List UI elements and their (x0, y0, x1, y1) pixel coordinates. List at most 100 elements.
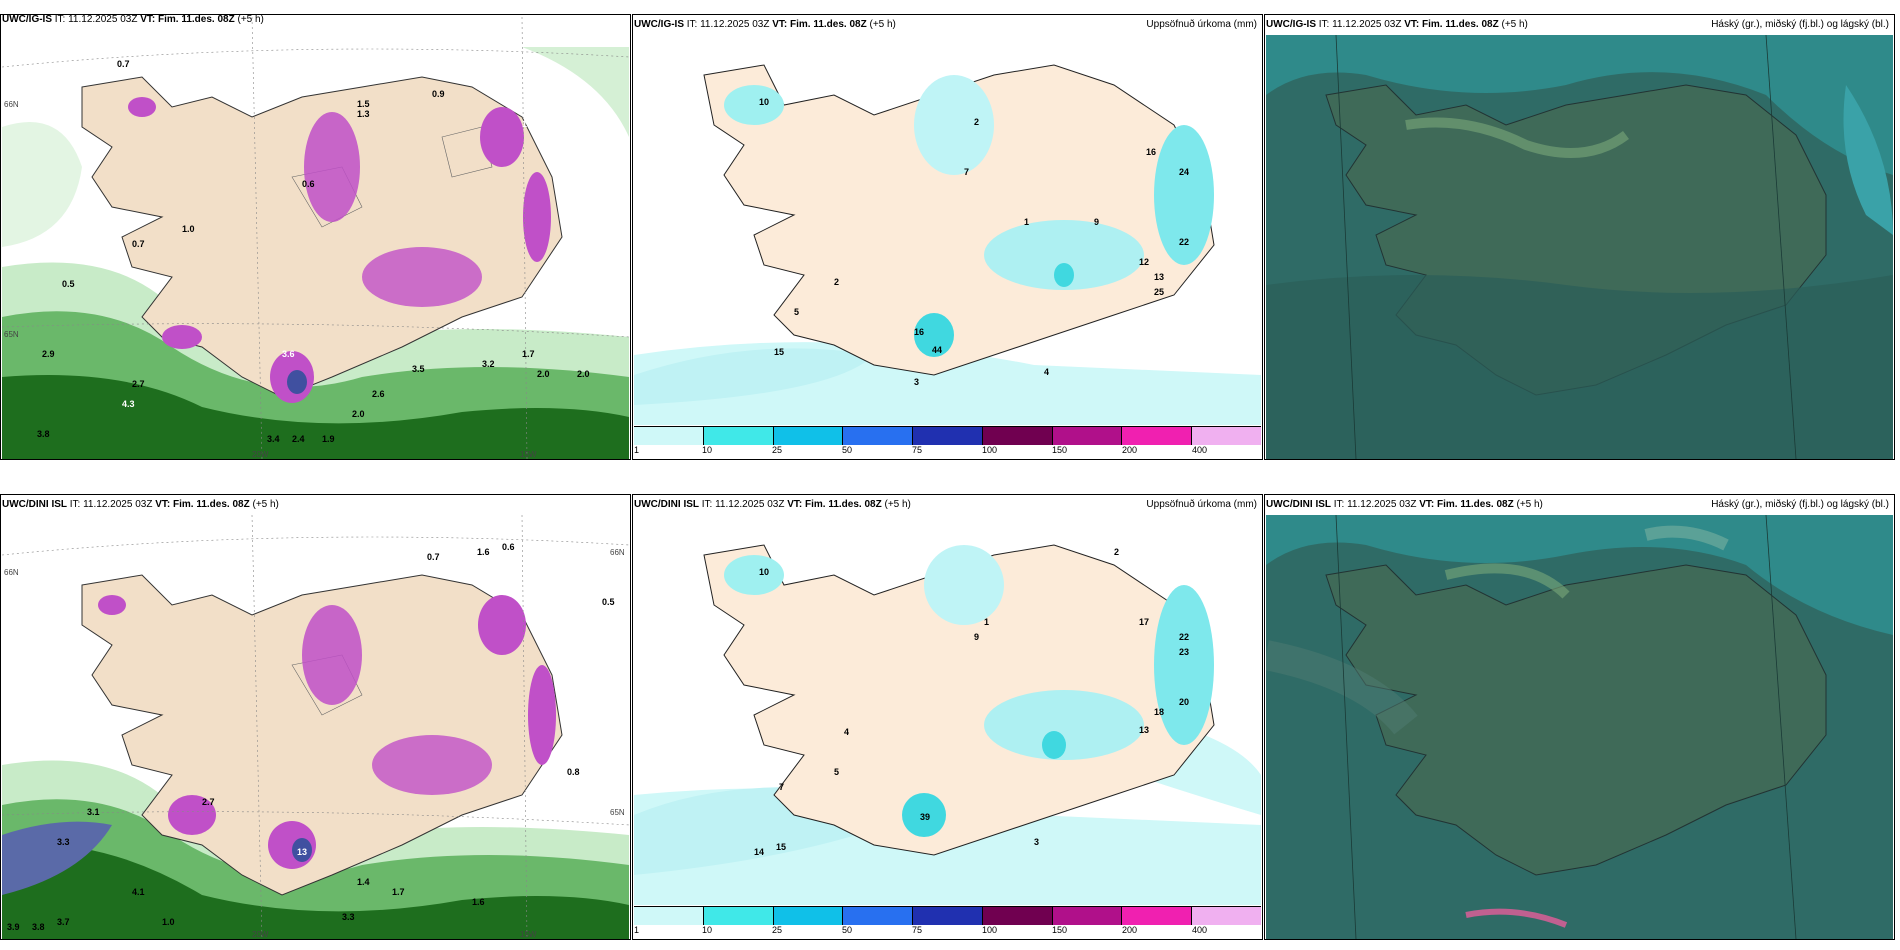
value-label: 1.6 (477, 547, 490, 557)
wind-precip-map: 66N 65N 20W 15W 0.7 0.9 1.3 0.5 1.0 2.7 … (2, 17, 629, 459)
value-label: 23 (1179, 647, 1189, 657)
value-label: 3 (1034, 837, 1039, 847)
colorbar-swatch (703, 907, 774, 925)
panel-header: UWC/DINI ISL IT: 11.12.2025 03Z VT: Fim.… (1266, 499, 1889, 510)
value-label: 2.0 (577, 369, 590, 379)
accum-precip-map: 10 2 17 22 23 20 13 14 15 39 7 3 5 4 1 9… (634, 515, 1261, 905)
panel-header: UWC/IG-IS IT: 11.12.2025 03Z VT: Fim. 11… (2, 14, 264, 25)
colorbar-swatch (1052, 427, 1123, 445)
value-label: 18 (1154, 707, 1164, 717)
value-label: 0.7 (427, 552, 440, 562)
value-label: 20 (1179, 697, 1189, 707)
value-label: 0.5 (602, 597, 615, 607)
value-label: 3.4 (267, 434, 280, 444)
value-label: 44 (932, 345, 942, 355)
colorbar-swatch (773, 907, 844, 925)
value-label: 1 (1024, 217, 1029, 227)
value-label: 1.7 (392, 887, 405, 897)
value-label: 4 (1044, 367, 1049, 377)
value-label: 3.3 (57, 837, 70, 847)
value-label: 3.7 (57, 917, 70, 927)
value-label: 0.7 (132, 239, 145, 249)
lon-label: 15W (520, 450, 537, 459)
value-label: 16 (914, 327, 924, 337)
value-label: 12 (1139, 257, 1149, 267)
value-label: 22 (1179, 237, 1189, 247)
value-label: 13 (1154, 272, 1164, 282)
value-label: 3 (914, 377, 919, 387)
panel-accum-precip-bottom: UWC/DINI ISL IT: 11.12.2025 03Z VT: Fim.… (632, 494, 1263, 940)
lon-label: 20W (252, 930, 269, 939)
value-label: 1.7 (522, 349, 535, 359)
value-label: 2 (974, 117, 979, 127)
value-label: 10 (759, 567, 769, 577)
panel-header: UWC/IG-IS IT: 11.12.2025 03Z VT: Fim. 11… (1266, 19, 1889, 30)
value-label: 9 (974, 632, 979, 642)
value-label: 1 (984, 617, 989, 627)
panel-header: UWC/DINI ISL IT: 11.12.2025 03Z VT: Fim.… (634, 499, 1257, 510)
value-label: 3.5 (412, 364, 425, 374)
value-label: 4.1 (132, 887, 145, 897)
value-label: 2.6 (372, 389, 385, 399)
value-label: 1.0 (182, 224, 195, 234)
panel-header: UWC/IG-IS IT: 11.12.2025 03Z VT: Fim. 11… (634, 19, 1257, 30)
value-label: 2.4 (292, 434, 305, 444)
value-label: 2.7 (132, 379, 145, 389)
panel-title: Uppsöfnuð úrkoma (mm) (1146, 19, 1257, 30)
value-label: 2.9 (42, 349, 55, 359)
accum-precip-map: 10 2 16 24 22 12 13 25 16 15 44 4 3 5 2 … (634, 35, 1261, 425)
cloud-map (1266, 515, 1893, 939)
value-label: 3.9 (7, 922, 20, 932)
colorbar-swatch (913, 907, 983, 925)
value-label: 4.3 (122, 399, 135, 409)
lat-label: 65N (610, 808, 625, 817)
value-label: 1.9 (322, 434, 335, 444)
colorbar-swatch (982, 907, 1053, 925)
colorbar-swatch (843, 907, 914, 925)
panel-clouds-top: UWC/IG-IS IT: 11.12.2025 03Z VT: Fim. 11… (1264, 14, 1895, 460)
value-label: 7 (779, 782, 784, 792)
panel-wind-precip-bottom: UWC/DINI ISL IT: 11.12.2025 03Z VT: Fim.… (0, 494, 631, 940)
colorbar-swatch (1122, 427, 1193, 445)
value-label: 3.8 (32, 922, 45, 932)
value-label: 2 (1114, 547, 1119, 557)
value-label: 0.6 (502, 542, 515, 552)
value-label: 3.2 (482, 359, 495, 369)
colorbar-swatch (1192, 427, 1262, 445)
panel-clouds-bottom: UWC/DINI ISL IT: 11.12.2025 03Z VT: Fim.… (1264, 494, 1895, 940)
panel-header: UWC/DINI ISL IT: 11.12.2025 03Z VT: Fim.… (2, 499, 279, 510)
value-label: 5 (834, 767, 839, 777)
value-label: 3.3 (342, 912, 355, 922)
value-label: 1.6 (472, 897, 485, 907)
value-label: 3.8 (37, 429, 50, 439)
colorbar-swatch (1052, 907, 1123, 925)
lon-label: 15W (520, 930, 537, 939)
value-label: 1.5 (357, 99, 370, 109)
value-label: 0.9 (432, 89, 445, 99)
colorbar-swatch (843, 427, 914, 445)
value-label: 13 (1139, 725, 1149, 735)
value-label: 2.0 (537, 369, 550, 379)
value-label: 15 (774, 347, 784, 357)
value-label: 39 (920, 812, 930, 822)
value-label: 0.5 (62, 279, 75, 289)
lon-label: 20W (252, 450, 269, 459)
colorbar-swatch (1192, 907, 1262, 925)
wind-precip-map: 66N 66N 65N 20W 15W 0.7 1.6 0.6 0.5 3.1 … (2, 515, 629, 939)
panel-title: Háský (gr.), miðský (fj.bl.) og lágský (… (1711, 19, 1889, 30)
lat-label: 66N (4, 100, 19, 109)
panel-wind-precip-top: 66N 65N 20W 15W 0.7 0.9 1.3 0.5 1.0 2.7 … (0, 14, 631, 460)
panel-title: Uppsöfnuð úrkoma (mm) (1146, 499, 1257, 510)
value-label: 17 (1139, 617, 1149, 627)
value-label: 1.0 (162, 917, 175, 927)
colorbar-swatch (703, 427, 774, 445)
value-label: 0.6 (302, 179, 315, 189)
cloud-map (1266, 35, 1893, 459)
value-label: 24 (1179, 167, 1189, 177)
value-label: 16 (1146, 147, 1156, 157)
colorbar-swatch (634, 907, 704, 925)
value-label: 7 (964, 167, 969, 177)
value-label: 15 (776, 842, 786, 852)
value-label: 1.4 (357, 877, 370, 887)
value-label: 14 (754, 847, 764, 857)
